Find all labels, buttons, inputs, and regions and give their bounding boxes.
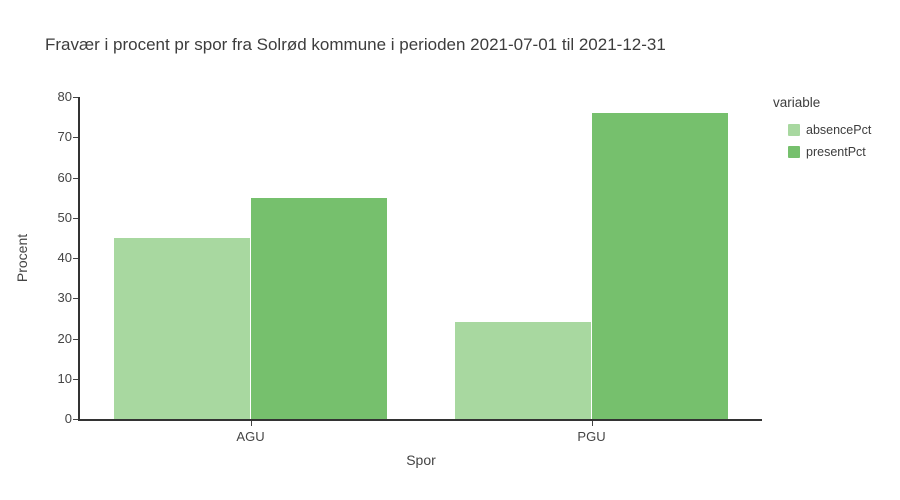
legend-swatch-presentPct	[788, 146, 800, 158]
legend-item-presentPct[interactable]: presentPct	[773, 141, 871, 163]
x-tick-mark-PGU	[591, 421, 593, 426]
legend-item-absencePct[interactable]: absencePct	[773, 119, 871, 141]
y-tick-label-70: 70	[57, 129, 72, 145]
y-axis-line	[78, 97, 80, 421]
y-tick-label-50: 50	[57, 209, 72, 225]
legend-item-label: presentPct	[806, 145, 866, 159]
y-tick-mark-0	[73, 419, 78, 420]
x-axis-line	[78, 419, 762, 421]
x-axis-title: Spor	[406, 452, 436, 468]
y-tick-mark-70	[73, 137, 78, 139]
bar-AGU-absencePct[interactable]	[114, 237, 251, 419]
legend: variable absencePct presentPct	[773, 95, 871, 163]
x-tick-label-PGU: PGU	[577, 429, 606, 444]
y-tick-mark-40	[73, 258, 78, 259]
bar-PGU-presentPct[interactable]	[591, 113, 728, 419]
y-tick-mark-10	[73, 378, 78, 380]
y-tick-mark-50	[73, 217, 78, 219]
y-tick-label-0: 0	[64, 411, 72, 426]
legend-swatch-absencePct	[788, 124, 800, 136]
x-tick-label-AGU: AGU	[236, 429, 265, 444]
legend-title: variable	[773, 95, 821, 110]
chart-title: Fravær i procent pr spor fra Solrød komm…	[45, 35, 666, 54]
y-tick-label-10: 10	[57, 370, 72, 386]
y-tick-mark-80	[73, 97, 78, 98]
y-tick-mark-20	[73, 338, 78, 340]
y-tick-label-30: 30	[57, 290, 72, 306]
plot-area[interactable]	[80, 97, 762, 419]
bar-PGU-absencePct[interactable]	[455, 322, 592, 419]
y-tick-label-80: 80	[57, 89, 72, 104]
y-tick-mark-30	[73, 298, 78, 300]
y-tick-label-20: 20	[57, 330, 72, 346]
legend-items: absencePct presentPct	[773, 119, 871, 163]
bar-AGU-presentPct[interactable]	[250, 197, 387, 419]
y-tick-label-40: 40	[57, 250, 72, 265]
y-tick-label-60: 60	[57, 169, 72, 185]
y-tick-mark-60	[73, 177, 78, 179]
y-axis-title: Procent	[14, 233, 30, 283]
legend-item-label: absencePct	[806, 123, 872, 137]
x-tick-mark-AGU	[250, 421, 252, 426]
